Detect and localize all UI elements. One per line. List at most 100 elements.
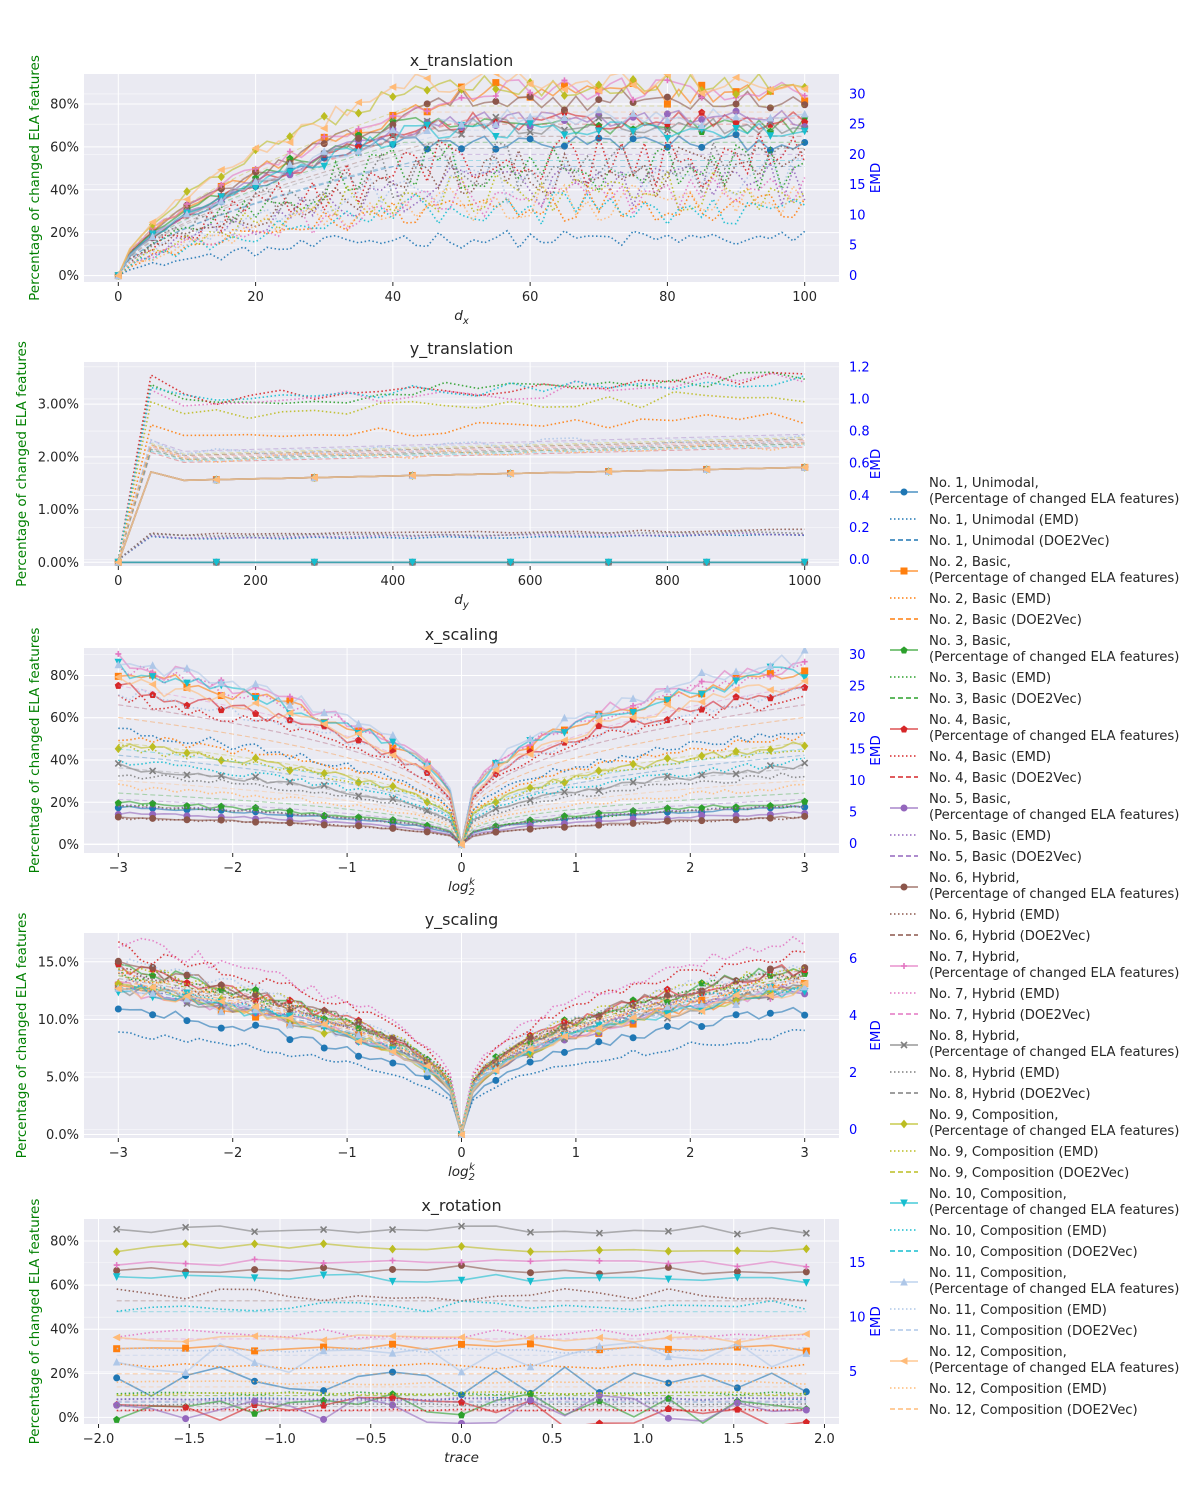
legend-label-ela-suffix-2: (Percentage of changed ELA features) [929, 571, 1179, 586]
x-axis-label: dy [454, 592, 470, 611]
tick-label-x: −3 [109, 1146, 128, 1161]
tick-label-y-right: 10 [849, 774, 866, 789]
legend-marker-1 [901, 489, 907, 495]
marker-ela-2 [252, 1348, 258, 1354]
marker-ela-1 [664, 1023, 670, 1029]
legend-label-emd-9: No. 9, Composition (EMD) [929, 1145, 1099, 1160]
tick-label-y-right: 10 [849, 1311, 866, 1326]
tick-label-y: 10.0% [38, 1013, 79, 1028]
legend-label-doe2vec-1: No. 1, Unimodal (DOE2Vec) [929, 534, 1110, 549]
legend-label-ela-suffix-10: (Percentage of changed ELA features) [929, 1203, 1179, 1218]
legend-label-ela-suffix-8: (Percentage of changed ELA features) [929, 1045, 1179, 1060]
tick-label-x: 2.0 [814, 1432, 835, 1447]
tick-label-y-right: 0 [849, 837, 857, 852]
tick-label-y-right: 0.6 [849, 457, 870, 472]
tick-label-y-right: 25 [849, 118, 866, 133]
tick-label-x: 800 [655, 574, 680, 589]
tick-label-y-right: 5 [849, 1365, 857, 1380]
tick-label-y-right: 30 [849, 648, 866, 663]
legend-label-emd-2: No. 2, Basic (EMD) [929, 592, 1051, 607]
tick-label-y-right: 20 [849, 711, 866, 726]
marker-ela-2 [114, 1346, 120, 1352]
marker-ela-6 [802, 813, 808, 819]
subplot-y_translation: 020040060080010000.00%1.00%2.00%3.00%0.0… [14, 339, 884, 611]
tick-label-y: 60% [50, 711, 79, 726]
tick-label-x: 0 [114, 290, 122, 305]
tick-label-y: 5.0% [46, 1070, 79, 1085]
tick-label-y-right: 0 [849, 1123, 857, 1138]
y-axis-label-right: EMD [868, 163, 884, 194]
marker-ela-1 [287, 1037, 293, 1043]
tick-label-y: 20% [50, 1367, 79, 1382]
tick-label-x: 1 [572, 1146, 580, 1161]
legend-label-emd-6: No. 6, Hybrid (EMD) [929, 908, 1060, 923]
y-axis-label-right: EMD [868, 1020, 884, 1051]
tick-label-y-right: 15 [849, 1256, 866, 1271]
tick-label-y: 0.0% [46, 1128, 79, 1143]
tick-label-y-right: 0.8 [849, 425, 870, 440]
tick-label-x: 600 [518, 574, 543, 589]
tick-label-y-right: 20 [849, 148, 866, 163]
tick-label-y-right: 0.0 [849, 553, 870, 568]
tick-label-x: 0 [457, 1146, 465, 1161]
tick-label-y-right: 4 [849, 1009, 857, 1024]
tick-label-y-right: 6 [849, 952, 857, 967]
legend-marker-3 [901, 647, 907, 653]
tick-label-x: −3 [109, 861, 128, 876]
legend-label-ela-6: No. 6, Hybrid, [929, 871, 1020, 886]
tick-label-x: 400 [380, 574, 405, 589]
legend-label-emd-3: No. 3, Basic (EMD) [929, 671, 1051, 686]
legend-label-ela-suffix-5: (Percentage of changed ELA features) [929, 808, 1179, 823]
tick-label-x: 80 [659, 290, 676, 305]
tick-label-y-right: 5 [849, 806, 857, 821]
legend-marker-12 [901, 1358, 907, 1364]
tick-label-x: 200 [243, 574, 268, 589]
marker-ela-2 [390, 1341, 396, 1347]
subplot-y_scaling: −3−2−101230.0%5.0%10.0%15.0%0246y_scalin… [14, 910, 884, 1183]
subplot-title: x_rotation [421, 1196, 501, 1216]
tick-label-y-right: 30 [849, 87, 866, 102]
tick-label-y: 60% [50, 1279, 79, 1294]
legend-label-doe2vec-7: No. 7, Hybrid (DOE2Vec) [929, 1008, 1091, 1023]
marker-ela-1 [218, 1025, 224, 1031]
subplot-title: y_scaling [425, 910, 499, 930]
marker-ela-1 [699, 1024, 705, 1030]
tick-label-x: −1.0 [264, 1432, 296, 1447]
tick-label-y-right: 5 [849, 239, 857, 254]
tick-label-y-right: 1.0 [849, 392, 870, 407]
y-axis-label-left: Percentage of changed ELA features [14, 341, 30, 587]
legend-label-ela-suffix-6: (Percentage of changed ELA features) [929, 887, 1179, 902]
tick-label-y: 15.0% [38, 955, 79, 970]
tick-label-x: −2 [223, 861, 242, 876]
marker-ela-6 [596, 822, 602, 828]
tick-label-y-right: 2 [849, 1066, 857, 1081]
legend-label-ela-12: No. 12, Composition, [929, 1345, 1067, 1360]
marker-ela-1 [734, 1385, 740, 1391]
legend-label-doe2vec-12: No. 12, Composition (DOE2Vec) [929, 1403, 1138, 1418]
tick-label-x: 1.5 [723, 1432, 744, 1447]
marker-ela-6 [115, 958, 121, 964]
x-axis-label: log2k [448, 877, 476, 898]
legend-label-doe2vec-4: No. 4, Basic (DOE2Vec) [929, 771, 1082, 786]
tick-label-x: 3 [801, 861, 809, 876]
tick-label-y: 80% [50, 669, 79, 684]
marker-ela-6 [253, 819, 259, 825]
legend-label-emd-5: No. 5, Basic (EMD) [929, 829, 1051, 844]
legend-label-ela-11: No. 11, Composition, [929, 1266, 1067, 1281]
tick-label-x: 1.0 [633, 1432, 654, 1447]
subplot-title: x_translation [410, 51, 514, 71]
marker-ela-1 [630, 1035, 636, 1041]
tick-label-x: −2.0 [83, 1432, 115, 1447]
subplot-x_rotation: −2.0−1.5−1.0−0.50.00.51.01.52.00%20%40%6… [27, 1196, 884, 1466]
marker-ela-1 [252, 1378, 258, 1384]
marker-ela-5 [252, 1398, 258, 1404]
tick-label-x: 100 [792, 290, 817, 305]
y-axis-label-left: Percentage of changed ELA features [27, 55, 43, 301]
legend-label-doe2vec-10: No. 10, Composition (DOE2Vec) [929, 1245, 1138, 1260]
subplot-title: x_scaling [425, 625, 499, 645]
legend-label-ela-suffix-7: (Percentage of changed ELA features) [929, 966, 1179, 981]
tick-label-y: 20% [50, 796, 79, 811]
marker-ela-6 [527, 826, 533, 832]
marker-ela-6 [321, 822, 327, 828]
y-axis-label-right: EMD [868, 449, 884, 480]
